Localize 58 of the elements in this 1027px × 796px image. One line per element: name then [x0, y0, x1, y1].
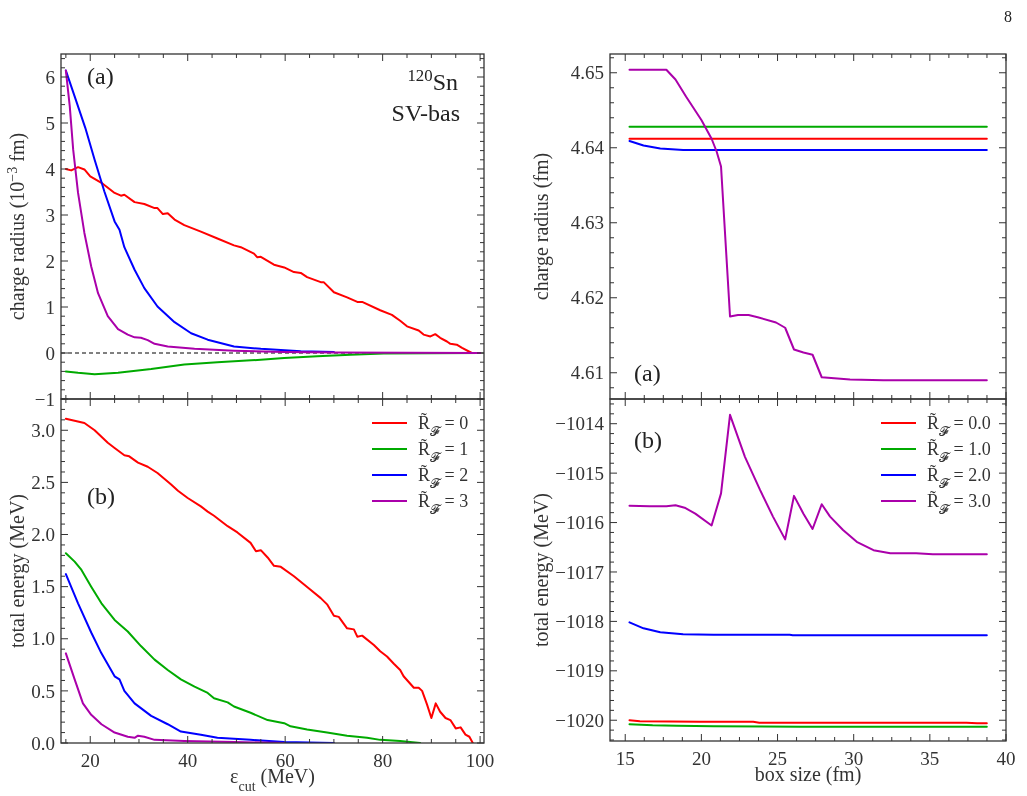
- y-tick-label: 2.0: [31, 524, 55, 546]
- x-tick-label: 40: [178, 750, 198, 771]
- annotation: SV-bas: [391, 100, 460, 126]
- x-tick-label: 25: [768, 748, 788, 769]
- y-tick-label: −1014: [555, 413, 605, 435]
- y-tick-label: 3.0: [31, 419, 55, 441]
- y-tick-label: −1015: [555, 462, 604, 484]
- y-tick-label: 0.0: [31, 732, 55, 754]
- legend-label: R̃$_{𝓕}$ = 0.0: [927, 411, 991, 440]
- y-axis-title: total energy (MeV): [530, 492, 553, 648]
- annotation: (b): [87, 483, 115, 509]
- y-tick-label: 4.62: [570, 287, 604, 309]
- x-tick-label: 40: [996, 748, 1016, 769]
- x-tick-label: 80: [373, 750, 393, 771]
- x-tick-label: 15: [615, 748, 635, 769]
- y-tick-label: 4: [45, 158, 56, 180]
- y-tick-label: −1016: [555, 512, 604, 534]
- annotation: (a): [634, 360, 661, 386]
- line-series: [628, 413, 988, 556]
- line-series: [628, 140, 988, 151]
- line-series: [628, 621, 988, 637]
- y-tick-label: −1: [34, 388, 55, 410]
- legend-label: R̃$_{𝓕}$ = 2.0: [927, 463, 991, 492]
- y-tick-label: 2: [45, 250, 55, 272]
- text: 8: [1004, 8, 1012, 25]
- y-tick-label: −1017: [555, 561, 604, 583]
- y-tick-label: −1019: [555, 660, 604, 682]
- y-tick-label: −1020: [555, 709, 604, 731]
- annotation: $^{120}$Sn: [407, 65, 458, 95]
- y-tick-label: 1: [45, 296, 55, 318]
- y-tick-label: −1018: [555, 611, 604, 633]
- x-tick-label: 20: [691, 748, 711, 769]
- legend-label: R̃$_{𝓕}$ = 2: [418, 463, 469, 492]
- annotation: (b): [634, 427, 662, 453]
- y-tick-label: 3: [45, 204, 55, 226]
- y-tick-label: 1.5: [31, 576, 55, 598]
- y-tick-label: 4.63: [570, 212, 604, 234]
- legend-label: R̃$_{𝓕}$ = 1.0: [927, 437, 991, 466]
- y-tick-label: 0.5: [31, 680, 55, 702]
- y-tick-label: 2.5: [31, 472, 55, 494]
- annotation: (a): [87, 63, 114, 89]
- y-tick-label: 4.64: [570, 137, 605, 159]
- line-series: [64, 69, 335, 354]
- y-tick-label: 5: [45, 112, 55, 134]
- y-tick-label: 4.61: [570, 362, 604, 384]
- y-tick-label: 6: [45, 66, 55, 88]
- y-axis-title: charge radius (fm): [530, 152, 553, 301]
- y-tick-label: 4.65: [570, 62, 604, 84]
- x-tick-label: 100: [465, 750, 495, 771]
- legend-label: R̃$_{𝓕}$ = 1: [418, 437, 469, 466]
- legend-label: R̃$_{𝓕}$ = 3.0: [927, 489, 991, 518]
- legend-label: R̃$_{𝓕}$ = 3: [418, 489, 469, 518]
- y-axis-title: total energy (MeV): [6, 493, 29, 649]
- x-tick-label: 20: [80, 750, 100, 771]
- y-tick-label: 1.0: [31, 628, 55, 650]
- legend-label: R̃$_{𝓕}$ = 0: [418, 411, 469, 440]
- y-tick-label: 0: [45, 342, 55, 364]
- x-tick-label: 35: [920, 748, 940, 769]
